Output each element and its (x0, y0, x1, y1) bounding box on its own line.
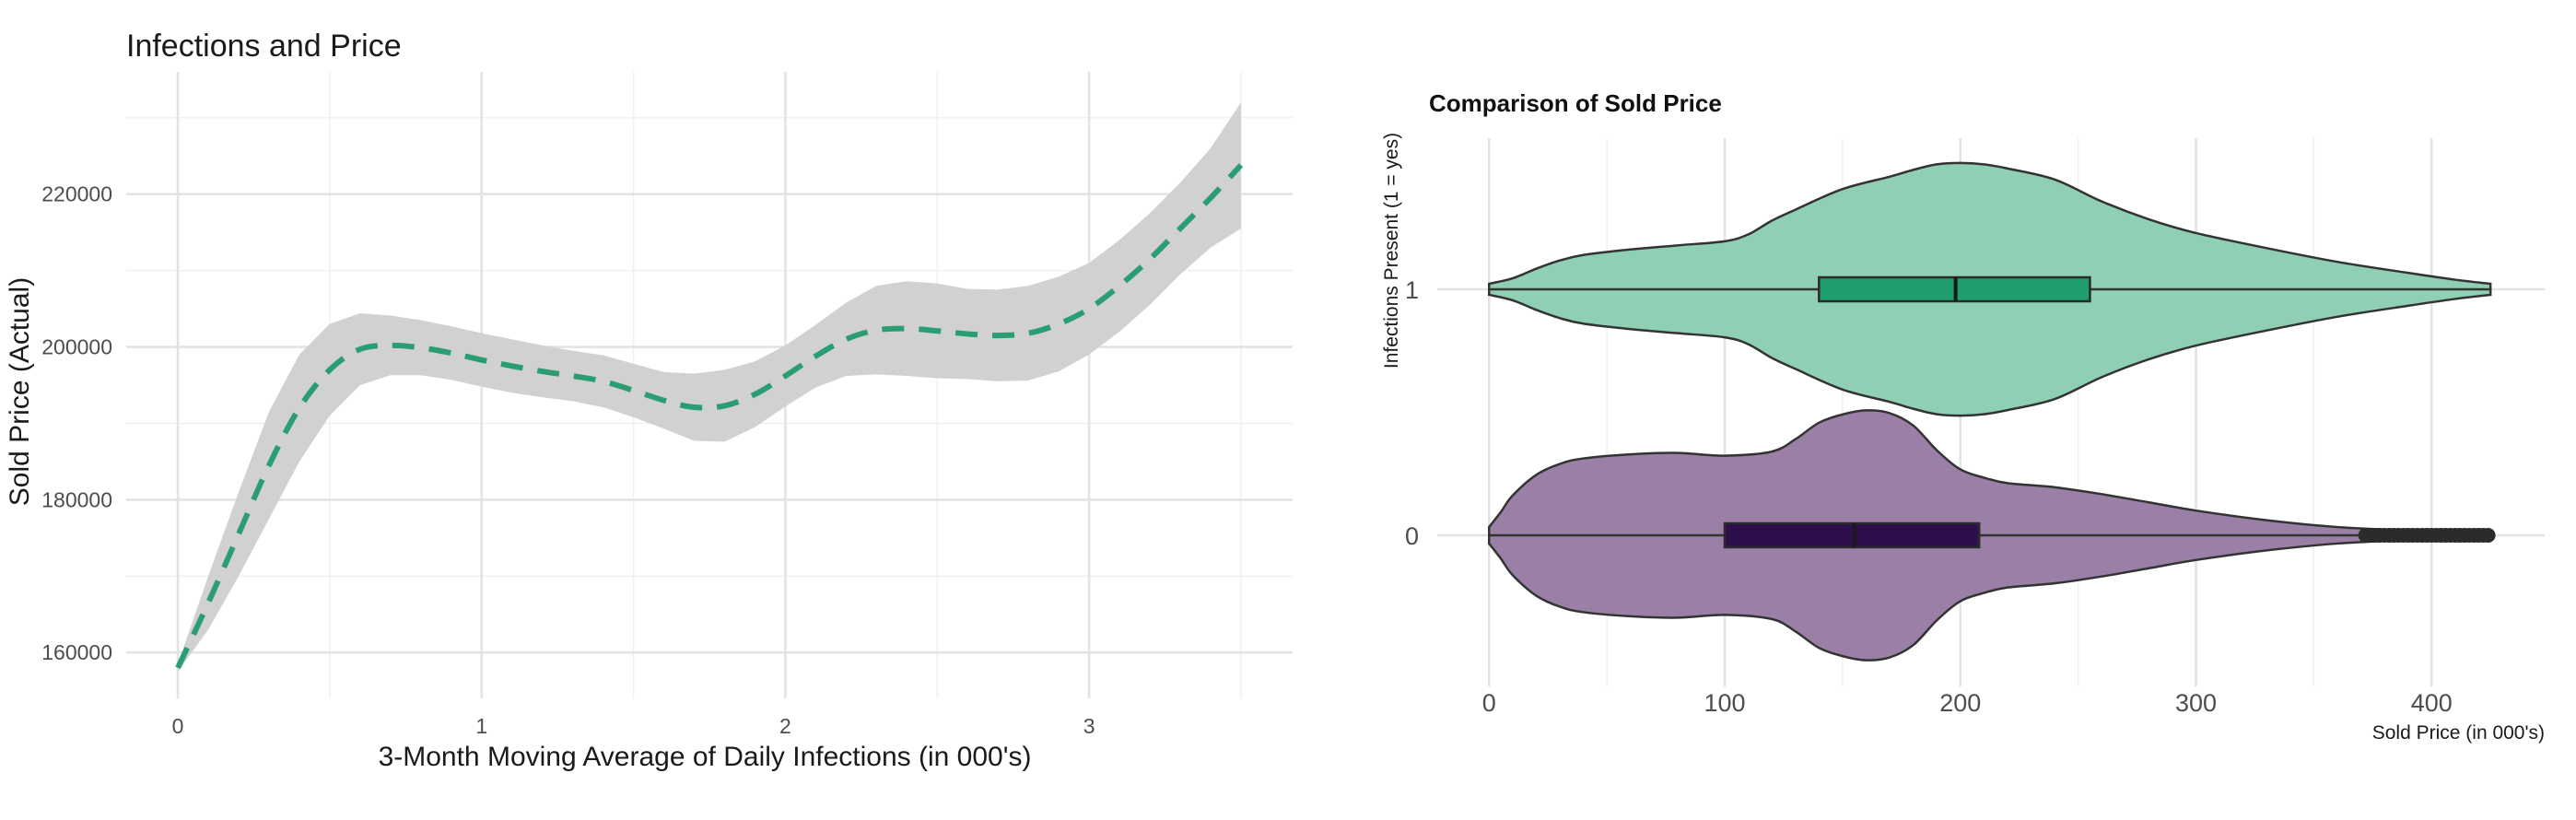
box-0 (1723, 521, 1981, 549)
right-chart-title: Comparison of Sold Price (1429, 89, 1722, 117)
right-x-tick-label: 200 (1939, 689, 1981, 717)
right-violins (1488, 161, 2496, 662)
left-chart-title: Infections and Price (126, 29, 402, 64)
right-x-tick-label: 0 (1482, 689, 1496, 717)
left-x-tick-label: 2 (779, 714, 791, 738)
right-x-tick-label: 300 (2175, 689, 2217, 717)
right-y-tick-label: 0 (1405, 522, 1419, 550)
left-x-axis-label: 3-Month Moving Average of Daily Infectio… (379, 742, 1032, 772)
right-y-axis-label: Infections Present (1 = yes) (1381, 133, 1402, 369)
left-y-tick-label: 180000 (41, 487, 112, 511)
right-y-tick-labels: 10 (1405, 276, 1419, 550)
left-x-tick-label: 0 (172, 714, 184, 738)
smooth-line (175, 163, 1244, 670)
left-chart: Infections and Price 160000 180000 200000 2… (5, 29, 1293, 772)
left-x-tick-labels: 0 1 2 3 (172, 714, 1095, 738)
right-x-tick-label: 100 (1704, 689, 1745, 717)
left-x-tick-label: 3 (1083, 714, 1095, 738)
left-y-tick-label: 160000 (41, 640, 112, 664)
right-y-tick-label: 1 (1405, 276, 1419, 304)
left-y-axis-label: Sold Price (Actual) (5, 277, 35, 506)
left-y-tick-labels: 160000 180000 200000 220000 (41, 182, 112, 665)
confidence-band (178, 102, 1241, 672)
right-chart: Comparison of Sold Price 10 0 100 200 300 40… (1381, 89, 2545, 744)
right-x-tick-label: 400 (2411, 689, 2453, 717)
outlier-point (2480, 528, 2496, 543)
right-x-axis-label: Sold Price (in 000's) (2372, 722, 2545, 744)
right-x-tick-labels: 0 100 200 300 400 (1482, 689, 2453, 717)
left-y-tick-label: 200000 (41, 335, 112, 359)
left-x-tick-label: 1 (475, 714, 487, 738)
left-y-tick-label: 220000 (41, 182, 112, 206)
